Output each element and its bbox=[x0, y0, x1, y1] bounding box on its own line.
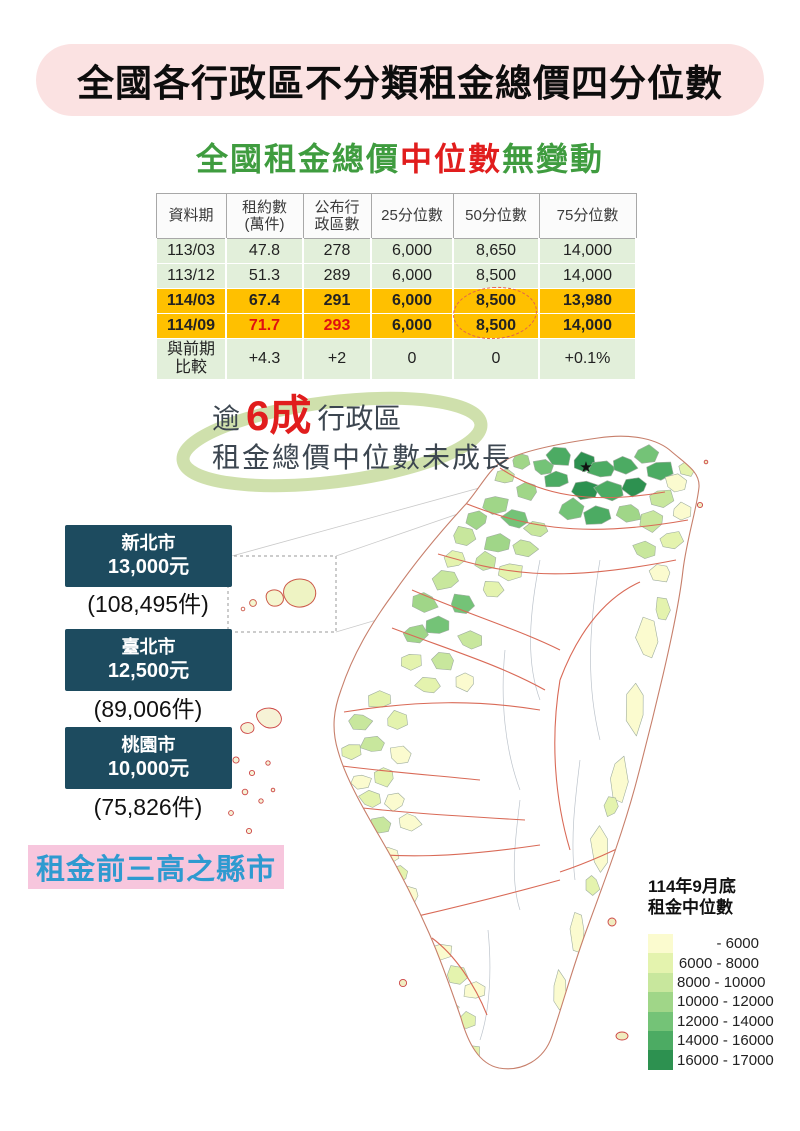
callout-taoyuan: 桃園市 10,000元 bbox=[65, 727, 232, 789]
col-header: 公布行 政區數 bbox=[302, 193, 372, 239]
legend-swatch bbox=[648, 953, 673, 973]
legend-label: 16000 - 17000 bbox=[677, 1051, 774, 1069]
legend-item: 16000 - 17000 bbox=[648, 1050, 774, 1070]
callout-price: 12,500元 bbox=[107, 659, 190, 682]
page-subtitle: 全國租金總價中位數無變動 bbox=[0, 134, 800, 180]
annotation-big-number: 6成 bbox=[246, 392, 312, 439]
taiwan-coastline bbox=[333, 435, 700, 1070]
legend-label: 8000 - 10000 bbox=[677, 973, 766, 991]
legend-item: 10000 - 12000 bbox=[648, 992, 774, 1012]
callout-city: 臺北市 bbox=[121, 637, 176, 658]
top-three-cities-label: 租金前三高之縣市 bbox=[28, 845, 284, 889]
legend-swatch bbox=[648, 1050, 673, 1070]
page-title: 全國各行政區不分類租金總價四分位數 bbox=[36, 44, 764, 116]
annotation-block: 逾 6成 行政區 租金總價中位數未成長 bbox=[212, 392, 513, 475]
table-header-row: 資料期 租約數 (萬件) 公布行 政區數 25分位數 50分位數 75分位數 bbox=[155, 193, 637, 239]
col-header: 25分位數 bbox=[370, 193, 454, 239]
page-title-text: 全國各行政區不分類租金總價四分位數 bbox=[77, 63, 723, 104]
callout-city: 新北市 bbox=[121, 533, 176, 554]
legend-title-line2: 租金中位數 bbox=[648, 898, 733, 918]
legend-title-line1: 114年9月底 bbox=[648, 877, 736, 896]
annotation-suffix: 行政區 bbox=[317, 402, 402, 434]
legend-item: 14000 - 16000 bbox=[648, 1030, 774, 1051]
annotation-highlight-ellipse bbox=[176, 391, 488, 493]
callout-count: (89,006件) bbox=[93, 696, 203, 722]
annotation-prefix: 逾 bbox=[212, 402, 241, 434]
table-row: 113/03 47.8 278 6,000 8,650 14,000 bbox=[155, 238, 637, 264]
islands-inset-box bbox=[227, 555, 337, 633]
legend-swatch bbox=[648, 934, 673, 954]
offshore-islands bbox=[398, 459, 709, 1041]
table-row-comparison: 與前期 比較 +4.3 +2 0 0 +0.1% bbox=[155, 338, 637, 380]
top-three-cities-text: 租金前三高之縣市 bbox=[35, 854, 276, 886]
legend-title: 114年9月底 租金中位數 bbox=[648, 876, 736, 919]
col-header: 50分位數 bbox=[452, 193, 540, 239]
subtitle-part1: 全國租金總價 bbox=[195, 141, 400, 177]
penghu-islets bbox=[216, 707, 282, 835]
callout-city: 桃園市 bbox=[121, 735, 176, 756]
legend-item: - 6000 bbox=[648, 934, 759, 954]
legend-item: 12000 - 14000 bbox=[648, 1011, 774, 1031]
callout-price: 13,000元 bbox=[107, 555, 190, 578]
col-header: 75分位數 bbox=[538, 193, 637, 239]
capital-star-marker: ★ bbox=[579, 459, 592, 476]
quartile-table: 資料期 租約數 (萬件) 公布行 政區數 25分位數 50分位數 75分位數 1… bbox=[155, 193, 637, 380]
legend-label: 6000 - 8000 bbox=[678, 954, 759, 972]
legend-swatch bbox=[648, 1030, 673, 1051]
col-header: 資料期 bbox=[155, 193, 227, 239]
subtitle-highlight: 中位數 bbox=[399, 141, 502, 177]
legend-swatch bbox=[648, 1011, 673, 1031]
callout-new-taipei: 新北市 13,000元 bbox=[65, 525, 232, 587]
table-row-highlighted: 114/03 67.4 291 6,000 8,500 13,980 bbox=[155, 288, 637, 314]
callout-count: (75,826件) bbox=[93, 794, 203, 820]
callout-taipei: 臺北市 12,500元 bbox=[65, 629, 232, 691]
legend-label: 14000 - 16000 bbox=[677, 1032, 774, 1050]
legend-item: 6000 - 8000 bbox=[648, 953, 759, 973]
annotation-line2: 租金總價中位數未成長 bbox=[212, 441, 513, 473]
district-borders bbox=[479, 559, 601, 1041]
legend-swatch bbox=[648, 972, 673, 993]
col-header: 租約數 (萬件) bbox=[225, 193, 304, 239]
legend-label: - 6000 bbox=[716, 935, 759, 953]
subtitle-part2: 無變動 bbox=[502, 141, 605, 177]
callout-count: (108,495件) bbox=[87, 591, 209, 617]
table-row: 113/12 51.3 289 6,000 8,500 14,000 bbox=[155, 263, 637, 289]
legend-label: 12000 - 14000 bbox=[677, 1012, 774, 1030]
table-row-highlighted: 114/09 71.7 293 6,000 8,500 14,000 bbox=[155, 313, 637, 339]
legend-swatch bbox=[648, 992, 673, 1012]
legend-label: 10000 - 12000 bbox=[677, 993, 774, 1011]
map-legend: - 6000 6000 - 8000 8000 - 10000 10000 - … bbox=[648, 934, 774, 1070]
callout-price: 10,000元 bbox=[107, 757, 190, 780]
quartile-table-wrap: 資料期 租約數 (萬件) 公布行 政區數 25分位數 50分位數 75分位數 1… bbox=[155, 193, 637, 380]
legend-item: 8000 - 10000 bbox=[648, 972, 766, 993]
